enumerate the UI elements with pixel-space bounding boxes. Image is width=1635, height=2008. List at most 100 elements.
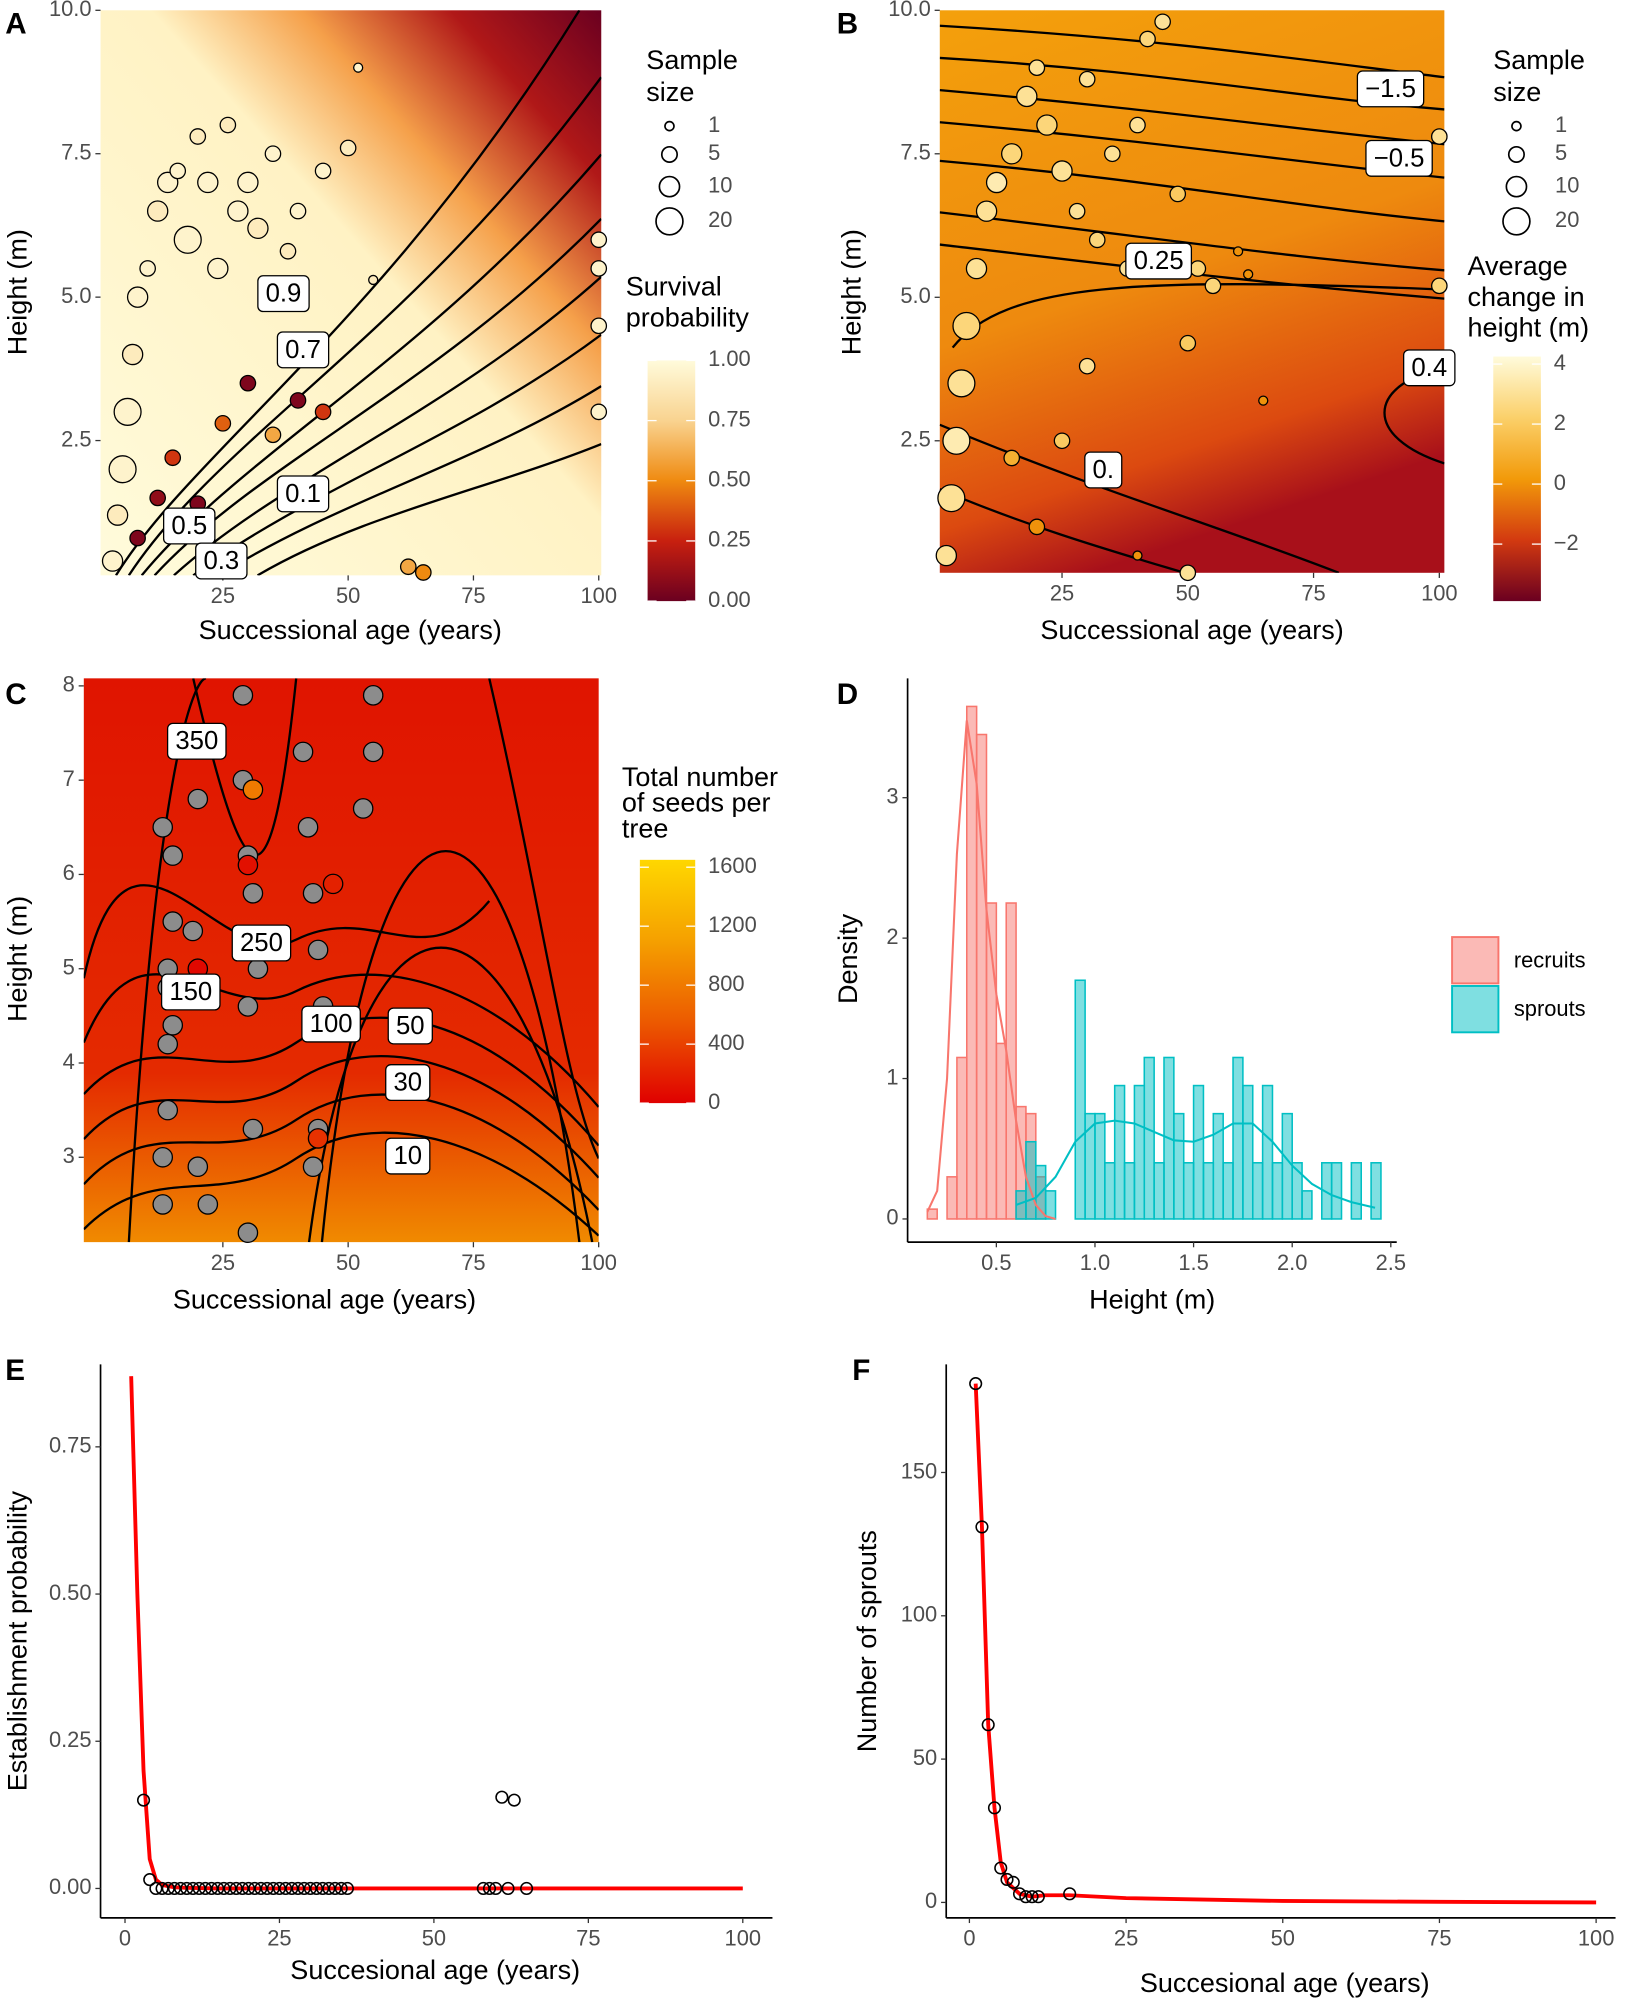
histogram-bar [1113, 1084, 1126, 1220]
point [1051, 160, 1073, 182]
point [1232, 246, 1244, 257]
x-tick-label: 75 [1427, 1926, 1451, 1951]
point [340, 1881, 354, 1896]
colorbar-label: −2 [1554, 530, 1579, 555]
histogram-bar [926, 1208, 938, 1220]
point [297, 817, 319, 838]
contour-label-box [1125, 242, 1193, 280]
y-tick-label: 50 [913, 1745, 937, 1770]
x-axis-title: Successional age (years) [1040, 615, 1343, 645]
point [302, 1156, 324, 1178]
point [1139, 30, 1156, 48]
panel-label: E [5, 1354, 25, 1387]
point [975, 1520, 989, 1534]
contour-label: 0.7 [285, 336, 321, 364]
colorbar-label: 0 [708, 1089, 720, 1114]
y-tick-label: 5.0 [900, 283, 930, 308]
x-axis-title: Succesional age (years) [1140, 1968, 1430, 1998]
x-tick-label: 75 [576, 1926, 600, 1951]
y-tick-label: 2.5 [900, 427, 930, 452]
x-tick-label: 1.5 [1178, 1250, 1208, 1275]
x-tick-label: 25 [1050, 580, 1074, 605]
point [187, 1156, 209, 1178]
colorbar-label: 0.00 [708, 587, 751, 612]
point [1078, 357, 1096, 375]
x-axis-title: Height (m) [1089, 1284, 1215, 1314]
size-legend-key [1502, 207, 1531, 236]
point [242, 883, 264, 904]
point [1132, 550, 1143, 561]
point [1179, 564, 1197, 582]
point [507, 1793, 521, 1807]
point [935, 544, 958, 567]
point [362, 741, 384, 763]
histogram-bar [1182, 1162, 1195, 1220]
x-tick-label: 50 [1176, 580, 1200, 605]
size-legend-key [660, 145, 678, 163]
y-tick-label: 5.0 [61, 283, 91, 308]
point [981, 1718, 995, 1732]
contour-label-box [160, 973, 221, 1011]
point [1088, 231, 1106, 249]
y-tick-label: 1 [886, 1064, 898, 1089]
point [146, 200, 169, 222]
point [307, 939, 329, 961]
point [399, 558, 417, 576]
histogram-bar [1251, 1162, 1264, 1220]
contour-label-box [166, 722, 227, 760]
x-tick-label: 50 [1271, 1926, 1295, 1951]
heatmap [100, 10, 602, 576]
contour-lines [939, 24, 1445, 573]
legend-key [1451, 936, 1500, 985]
point [242, 779, 264, 800]
contour-label: 30 [393, 1069, 422, 1097]
histogram-bar [1330, 1162, 1343, 1220]
point [1430, 277, 1448, 295]
panel-label: C [5, 678, 26, 711]
point [289, 392, 307, 409]
histogram-bar [1005, 902, 1017, 1220]
y-tick-label: 2 [886, 924, 898, 949]
point [106, 504, 129, 526]
contour-label-box [1356, 70, 1425, 108]
point [113, 397, 142, 426]
contour-label: 0.5 [171, 512, 207, 540]
size-legend-label: 5 [708, 140, 720, 165]
x-tick-label: 100 [725, 1926, 762, 1951]
y-tick-label: 0.00 [49, 1874, 92, 1899]
point [952, 311, 981, 341]
point [1078, 70, 1096, 88]
histogram-bar [1143, 1056, 1155, 1220]
histogram-bar [1232, 1056, 1244, 1220]
size-legend-title: Sample [1493, 45, 1585, 75]
point [237, 171, 259, 194]
point [362, 685, 384, 706]
point [121, 343, 144, 366]
histogram-bar [1281, 1112, 1293, 1220]
point [237, 854, 259, 876]
histogram-bar [1173, 1112, 1185, 1220]
point [162, 911, 184, 932]
point [219, 116, 237, 134]
y-tick-label: 150 [901, 1458, 938, 1483]
point [942, 426, 971, 455]
size-legend-key [658, 175, 681, 198]
point [1179, 334, 1197, 352]
point [1028, 518, 1046, 536]
contour-label-box [385, 1137, 431, 1175]
histogram-bar [1074, 979, 1086, 1220]
contour-label: 0.1 [285, 480, 321, 508]
x-axis-title: Successional age (years) [199, 615, 502, 645]
histogram-bar [1094, 1112, 1106, 1220]
point [1204, 277, 1222, 295]
contour-label-box [276, 475, 330, 513]
x-tick-label: 0 [119, 1926, 131, 1951]
point [214, 415, 232, 432]
legend-label: recruits [1514, 947, 1586, 972]
contour-label: 350 [175, 727, 218, 755]
point [590, 231, 608, 249]
point [1129, 116, 1146, 134]
point [187, 788, 209, 810]
point [143, 1873, 157, 1887]
point [987, 1801, 1002, 1815]
